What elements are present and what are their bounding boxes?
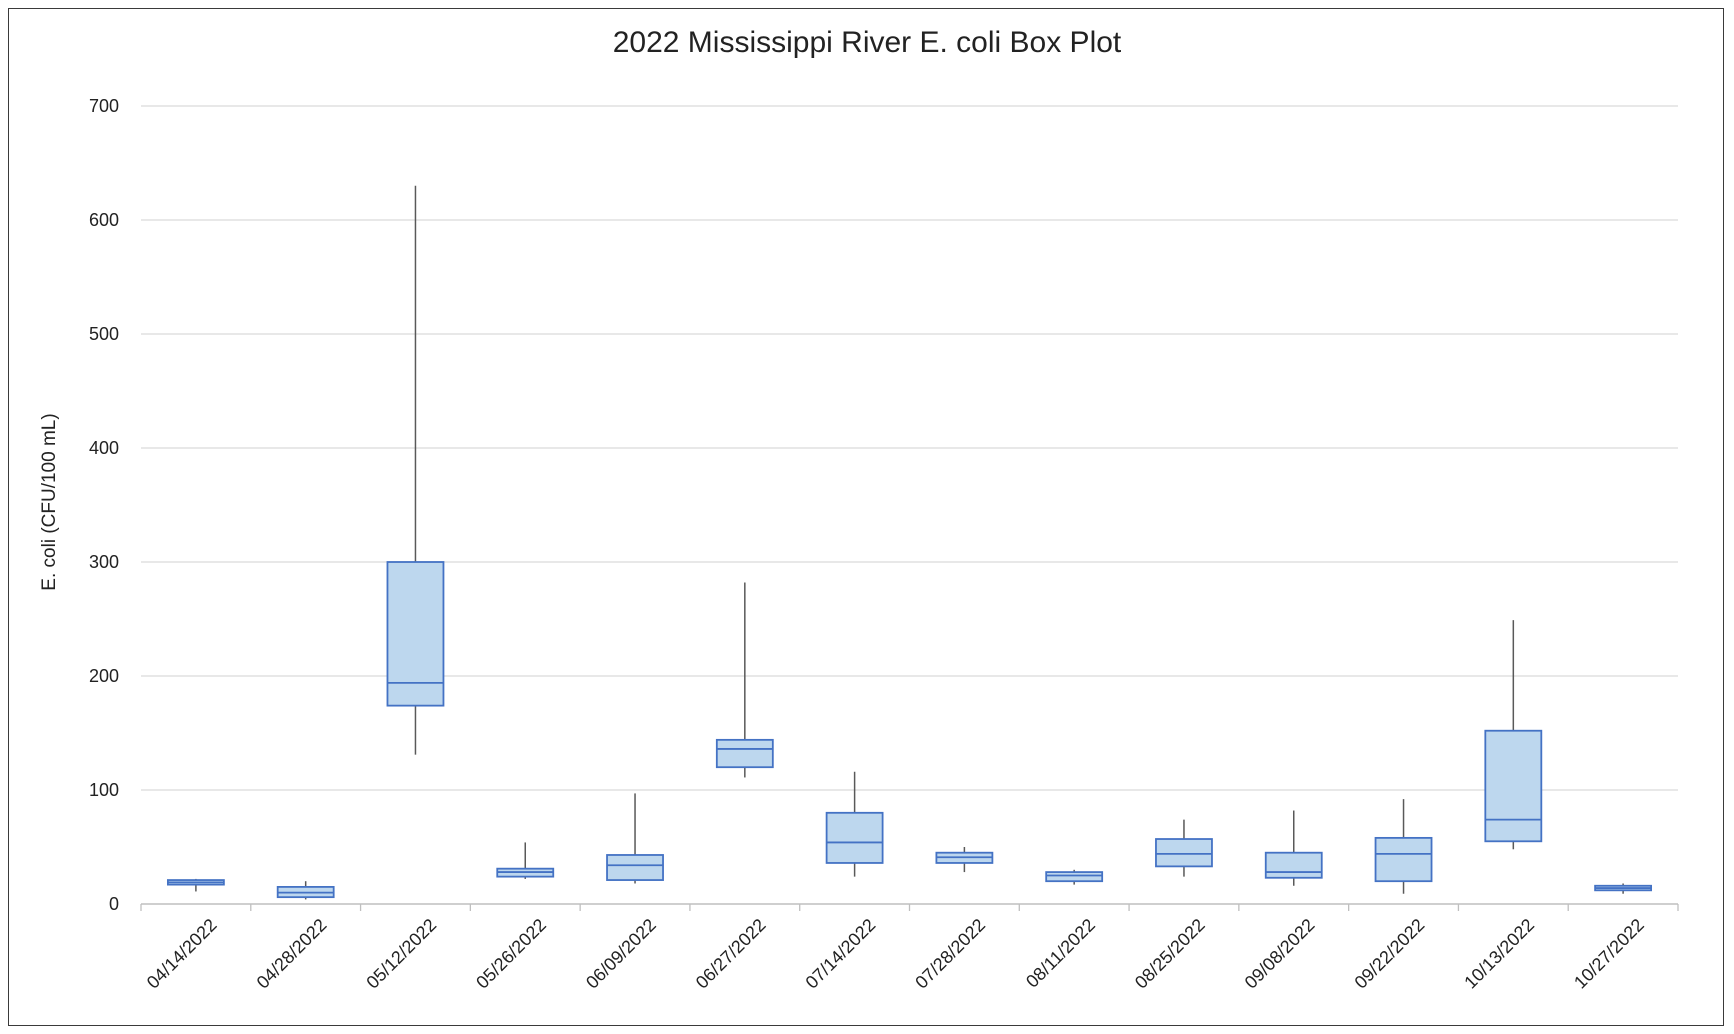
y-tick-label: 200 (89, 666, 119, 686)
y-tick-label: 600 (89, 210, 119, 230)
box-06/09/2022 (606, 793, 664, 884)
box-09/08/2022 (1264, 810, 1323, 886)
box-09/22/2022 (1374, 799, 1433, 894)
y-tick-label: 500 (89, 324, 119, 344)
box-10/27/2022 (1594, 883, 1653, 894)
chart-title: 2022 Mississippi River E. coli Box Plot (612, 26, 1122, 59)
x-tick-labels: 04/14/2022 04/28/2022 05/12/2022 05/26/2022… (143, 915, 1648, 993)
box-series (166, 185, 1653, 900)
y-tick-label: 300 (89, 552, 119, 572)
x-tick-label: 08/25/2022 (1131, 915, 1209, 993)
box-iqr (715, 738, 774, 769)
box-iqr (1374, 836, 1433, 883)
y-tick-label: 0 (109, 894, 119, 914)
x-tick-label: 07/28/2022 (911, 915, 989, 993)
x-tick-label: 06/09/2022 (582, 915, 660, 993)
x-tick-label: 10/13/2022 (1460, 915, 1538, 993)
box-07/28/2022 (935, 847, 994, 873)
x-tick-label: 08/11/2022 (1022, 915, 1099, 992)
box-iqr (386, 561, 445, 707)
box-10/13/2022 (1484, 620, 1543, 850)
box-iqr (1264, 851, 1323, 879)
box-07/14/2022 (825, 771, 884, 877)
x-tick-label: 04/14/2022 (143, 915, 221, 993)
x-tick-label: 10/27/2022 (1570, 915, 1648, 993)
x-tick-label: 04/28/2022 (253, 915, 331, 993)
box-06/27/2022 (715, 582, 774, 778)
box-iqr (825, 811, 884, 864)
x-tick-label: 09/22/2022 (1351, 915, 1429, 993)
box-05/26/2022 (496, 842, 555, 879)
box-04/14/2022 (166, 878, 225, 892)
box-08/25/2022 (1155, 819, 1213, 877)
x-tick-label: 06/27/2022 (692, 915, 770, 993)
box-iqr (1045, 871, 1104, 883)
y-tick-label: 400 (89, 438, 119, 458)
box-05/12/2022 (386, 185, 445, 755)
box-04/28/2022 (276, 881, 335, 900)
y-tick-label: 100 (89, 780, 119, 800)
box-08/11/2022 (1045, 869, 1104, 885)
box-iqr (606, 854, 664, 881)
x-tick-label: 07/14/2022 (802, 915, 880, 993)
box-iqr (1484, 729, 1543, 843)
x-tick-label: 09/08/2022 (1241, 915, 1319, 993)
y-tick-label: 700 (89, 96, 119, 116)
x-tick-label: 05/12/2022 (362, 915, 440, 993)
y-tick-labels: 0 100 200 300 400 500 600 700 (89, 96, 119, 914)
x-axis (140, 903, 1679, 911)
box-iqr (1155, 838, 1213, 868)
gridlines (141, 105, 1678, 791)
x-tick-label: 05/26/2022 (472, 915, 550, 993)
